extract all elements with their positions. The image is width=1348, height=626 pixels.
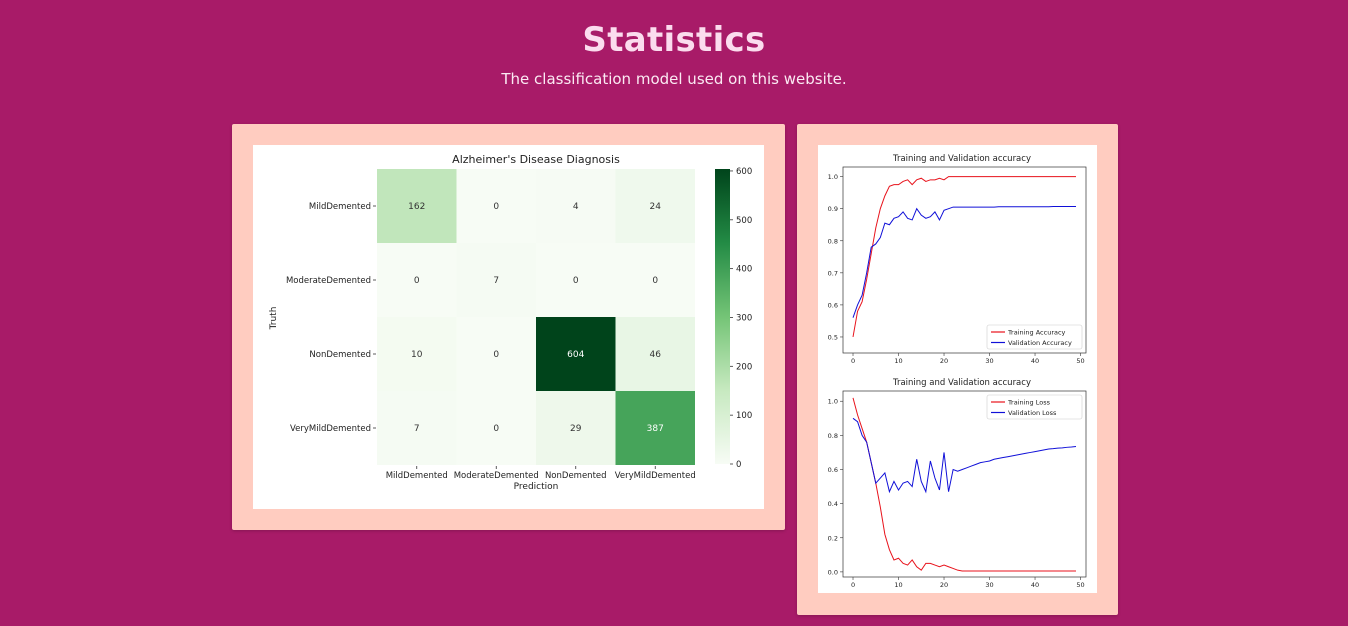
heatmap-cell xyxy=(615,243,695,317)
x-tick-label: 10 xyxy=(894,357,902,365)
heatmap-cell xyxy=(456,317,536,391)
legend-label: Training Loss xyxy=(1007,398,1051,406)
heatmap-cell xyxy=(536,243,616,317)
loss-chart: Training and Validation accuracy 0 10 20 30… xyxy=(828,378,1087,589)
legend xyxy=(986,324,1083,350)
y-tick-label: 0.5 xyxy=(828,333,838,341)
confusion-matrix-title: Alzheimer's Disease Diagnosis xyxy=(452,153,620,166)
colorbar-tick-label: 600 xyxy=(736,167,752,177)
heatmap-cell xyxy=(615,317,695,391)
x-tick-label: 50 xyxy=(1076,357,1084,365)
series-line xyxy=(852,205,1076,318)
heatmap-cell xyxy=(456,169,536,243)
x-tick-label: 50 xyxy=(1076,581,1084,589)
plot-frame xyxy=(842,390,1087,578)
y-tick-label: VeryMildDemented xyxy=(290,424,371,434)
colorbar-tick-label: 400 xyxy=(736,265,752,275)
cell-value-label: 387 xyxy=(647,424,664,434)
y-tick-label: 0.8 xyxy=(828,432,838,440)
colorbar-tick-label: 0 xyxy=(736,460,741,470)
colorbar-tick-label: 100 xyxy=(736,411,752,421)
legend xyxy=(986,394,1083,420)
legend-label: Training Accuracy xyxy=(1007,328,1066,336)
cell-value-label: 0 xyxy=(493,424,499,434)
confusion-matrix-chart: Alzheimer's Disease Diagnosis Prediction… xyxy=(269,153,752,492)
training-curves-figure: Training and Validation accuracy 0 10 20 30… xyxy=(818,145,1097,593)
cell-value-label: 29 xyxy=(570,424,582,434)
x-tick-label: 20 xyxy=(940,357,948,365)
x-tick-label: NonDemented xyxy=(545,471,607,481)
x-tick-label: ModerateDemented xyxy=(454,471,539,481)
heatmap-cell xyxy=(377,391,457,465)
heatmap-cell xyxy=(377,169,457,243)
cell-value-label: 162 xyxy=(408,202,425,212)
colorbar-tick-label: 300 xyxy=(736,313,752,323)
heatmap-cell xyxy=(536,169,616,243)
cell-value-label: 4 xyxy=(573,202,579,212)
y-tick-label: NonDemented xyxy=(309,350,371,360)
y-tick-label: 1.0 xyxy=(828,398,838,406)
y-tick-label: 0.6 xyxy=(828,466,838,474)
page-title: Statistics xyxy=(582,20,766,60)
y-tick-label: 1.0 xyxy=(828,173,838,181)
cell-value-label: 7 xyxy=(414,424,420,434)
x-tick-label: 30 xyxy=(985,581,993,589)
cell-value-label: 24 xyxy=(650,202,662,212)
cell-value-label: 46 xyxy=(650,350,662,360)
plot-frame xyxy=(842,166,1087,354)
cell-value-label: 0 xyxy=(493,350,499,360)
x-tick-label: VeryMildDemented xyxy=(615,471,696,481)
heatmap-cell xyxy=(536,317,616,391)
heatmap-cell xyxy=(615,169,695,243)
legend-label: Validation Loss xyxy=(1008,409,1057,417)
cell-value-label: 7 xyxy=(493,276,499,286)
x-tick-label: 40 xyxy=(1031,581,1039,589)
series-line xyxy=(852,397,1076,572)
y-tick-label: 0.2 xyxy=(828,534,838,542)
confusion-matrix-figure: Alzheimer's Disease Diagnosis Prediction… xyxy=(253,145,764,509)
colorbar xyxy=(715,169,730,464)
cell-value-label: 0 xyxy=(573,276,579,286)
x-tick-label: 0 xyxy=(851,357,855,365)
x-tick-label: MildDemented xyxy=(386,471,448,481)
x-tick-label: 10 xyxy=(894,581,902,589)
cell-value-label: 0 xyxy=(652,276,658,286)
heatmap-cell xyxy=(377,317,457,391)
y-tick-label: 0.0 xyxy=(828,568,838,576)
y-tick-label: MildDemented xyxy=(309,202,371,212)
page-subtitle: The classification model used on this we… xyxy=(501,70,847,88)
x-tick-label: 20 xyxy=(940,581,948,589)
y-tick-label: 0.9 xyxy=(828,205,838,213)
x-axis-label: Prediction xyxy=(514,482,559,492)
heatmap-cell xyxy=(456,391,536,465)
cell-value-label: 0 xyxy=(493,202,499,212)
colorbar-tick-label: 500 xyxy=(736,216,752,226)
loss-chart-title: Training and Validation accuracy xyxy=(892,378,1031,388)
accuracy-chart: Training and Validation accuracy 0 10 20 30… xyxy=(828,154,1087,365)
legend-label: Validation Accuracy xyxy=(1008,339,1072,347)
y-tick-label: 0.6 xyxy=(828,301,838,309)
y-tick-label: 0.8 xyxy=(828,237,838,245)
heatmap-cell xyxy=(536,391,616,465)
confusion-matrix-card: Alzheimer's Disease Diagnosis Prediction… xyxy=(232,124,785,530)
accuracy-chart-title: Training and Validation accuracy xyxy=(892,154,1031,164)
y-tick-label: 0.4 xyxy=(828,500,838,508)
series-line xyxy=(852,176,1076,338)
x-tick-label: 0 xyxy=(851,581,855,589)
series-line xyxy=(852,417,1077,494)
cell-value-label: 10 xyxy=(411,350,423,360)
y-tick-label: 0.7 xyxy=(828,269,838,277)
x-tick-label: 40 xyxy=(1031,357,1039,365)
x-tick-label: 30 xyxy=(985,357,993,365)
colorbar-tick-label: 200 xyxy=(736,362,752,372)
cell-value-label: 0 xyxy=(414,276,420,286)
heatmap-cell xyxy=(377,243,457,317)
y-tick-label: ModerateDemented xyxy=(286,276,371,286)
y-axis-label: Truth xyxy=(269,307,279,331)
training-curves-card: Training and Validation accuracy 0 10 20 30… xyxy=(797,124,1118,615)
heatmap-cell xyxy=(615,391,695,465)
cell-value-label: 604 xyxy=(567,350,584,360)
heatmap-cell xyxy=(456,243,536,317)
